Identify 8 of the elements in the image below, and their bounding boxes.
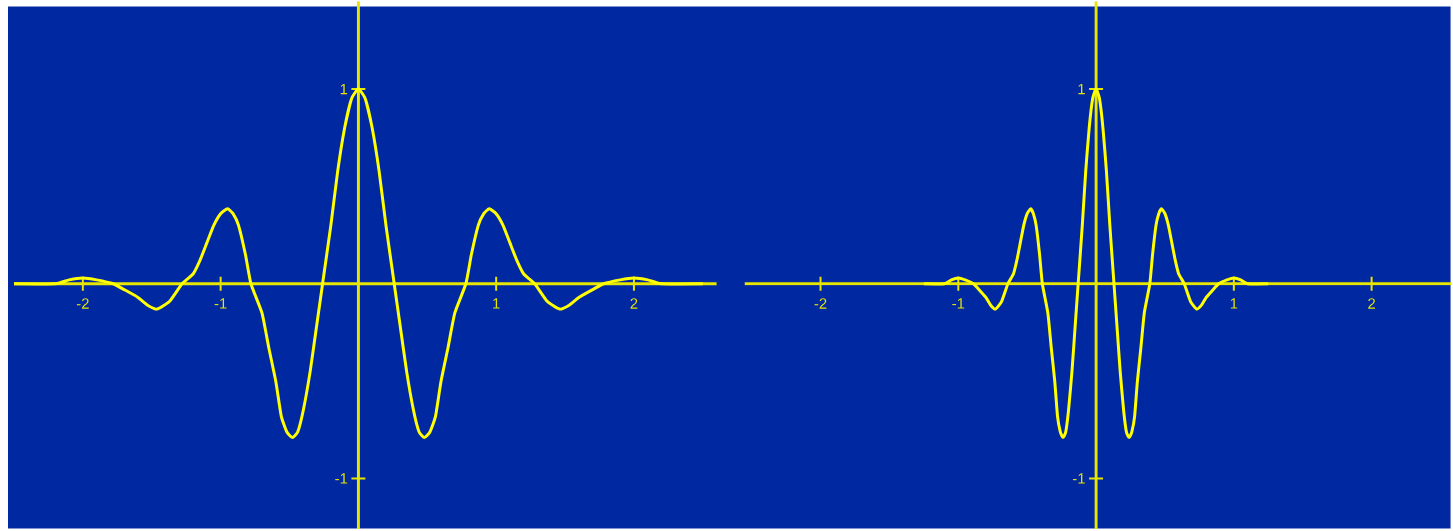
x-tick-label: -1: [952, 298, 965, 309]
x-tick-label: 1: [493, 298, 500, 309]
x-tick-label: -2: [76, 298, 89, 309]
x-tick-label: 1: [1230, 298, 1238, 309]
x-tick-label: -2: [814, 298, 827, 309]
x-tick-label: 2: [1368, 298, 1376, 309]
x-tick-label: 2: [630, 298, 638, 309]
x-tick-label: -1: [214, 298, 227, 309]
